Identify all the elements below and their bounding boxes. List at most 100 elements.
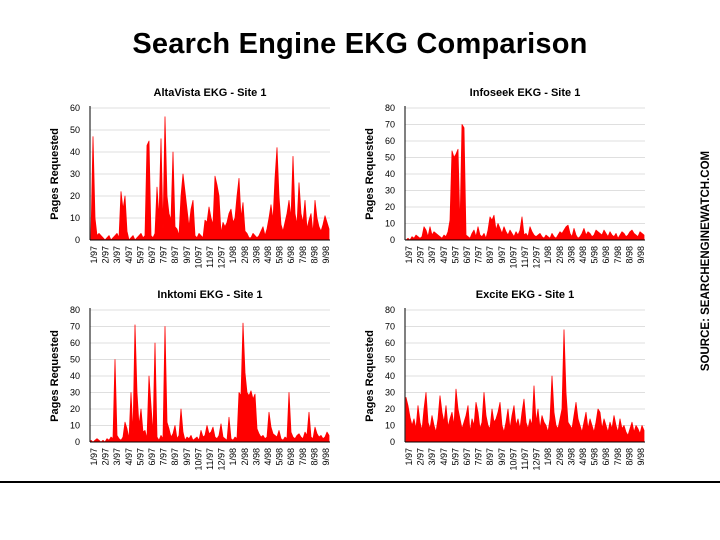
x-tick-label: 5/98 [275,246,285,264]
y-tick-label: 10 [385,219,395,229]
x-tick-label: 10/97 [193,448,203,471]
altavista-chart: AltaVista EKG - Site 1 Pages Requested 0 10… [49,87,331,269]
x-tick-label: 9/98 [636,246,646,264]
x-tick-label: 5/97 [450,448,460,466]
x-tick-label: 4/97 [124,246,134,264]
x-tick-label: 9/98 [636,448,646,466]
x-tick-label: 6/97 [147,448,157,466]
y-tick-label: 70 [70,322,80,332]
x-tick-label: 3/98 [251,246,261,264]
chart-title: Inktomi EKG - Site 1 [157,289,262,301]
x-tick-label: 7/97 [474,246,484,264]
x-tick-label: 7/98 [613,246,623,264]
x-tick-label: 2/97 [416,448,426,466]
y-tick-label: 0 [75,437,80,447]
x-tick-label: 1/98 [543,246,553,264]
x-tick-label: 11/97 [520,448,530,470]
chart-title: Excite EKG - Site 1 [476,289,574,301]
x-tick-label: 12/97 [217,246,227,269]
x-tick-label: 4/98 [263,448,273,466]
x-tick-label: 11/97 [205,246,215,268]
y-tick-label: 80 [70,305,80,315]
x-tick-label: 12/97 [532,246,542,269]
y-tick-label: 80 [385,103,395,113]
x-tick-label: 6/98 [286,448,296,466]
series-area [90,116,330,241]
excite-chart: Excite EKG - Site 1 Pages Requested 0 10 20 3… [364,289,646,471]
x-tick-label: 2/97 [101,448,111,466]
x-tick-label: 7/98 [613,448,623,466]
y-tick-label: 60 [70,338,80,348]
y-tick-label: 50 [385,153,395,163]
y-tick-label: 20 [70,404,80,414]
x-tick-label: 4/97 [439,246,449,264]
x-tick-label: 9/97 [182,448,192,466]
x-tick-label: 9/98 [321,448,331,466]
bottom-divider [0,481,720,483]
x-tick-label: 10/97 [193,246,203,269]
x-tick-label: 7/97 [474,448,484,466]
x-tick-label: 4/98 [263,246,273,264]
x-tick-label: 1/97 [404,448,414,466]
x-tick-label: 4/98 [578,246,588,264]
x-tick-label: 11/97 [520,246,530,268]
x-tick-label: 8/98 [309,246,319,264]
x-tick-label: 2/98 [240,448,250,466]
x-tick-label: 5/98 [590,448,600,466]
x-tick-label: 2/97 [101,246,111,264]
x-tick-label: 9/97 [497,246,507,264]
y-tick-label: 10 [70,213,80,223]
x-tick-label: 11/97 [205,448,215,470]
y-tick-label: 40 [70,147,80,157]
x-tick-label: 6/98 [601,246,611,264]
x-tick-label: 9/98 [321,246,331,264]
x-tick-label: 7/98 [298,246,308,264]
x-tick-label: 3/97 [427,246,437,264]
y-tick-label: 80 [385,305,395,315]
y-tick-label: 40 [385,371,395,381]
y-tick-label: 30 [385,388,395,398]
x-tick-label: 10/97 [508,246,518,269]
x-tick-label: 8/97 [485,448,495,466]
x-tick-label: 4/98 [578,448,588,466]
x-tick-label: 8/98 [309,448,319,466]
x-tick-label: 8/97 [170,448,180,466]
x-tick-label: 3/98 [251,448,261,466]
y-tick-label: 70 [385,322,395,332]
source-label: SOURCE: SEARCHENGINEWATCH.COM [700,150,712,372]
x-tick-label: 8/98 [624,448,634,466]
x-tick-label: 2/98 [240,246,250,264]
x-tick-label: 5/97 [135,448,145,466]
chart-title: Infoseek EKG - Site 1 [470,87,581,99]
y-axis-label: Pages Requested [49,128,61,220]
y-tick-label: 30 [70,169,80,179]
x-tick-label: 3/97 [427,448,437,466]
x-tick-label: 4/97 [439,448,449,466]
y-tick-label: 50 [70,355,80,365]
y-tick-label: 10 [70,421,80,431]
y-tick-label: 0 [390,437,395,447]
x-tick-label: 5/98 [590,246,600,264]
x-tick-label: 7/97 [159,448,169,466]
y-axis-label: Pages Requested [364,330,376,422]
y-axis-label: Pages Requested [49,330,61,422]
x-tick-label: 2/97 [416,246,426,264]
y-tick-label: 40 [70,371,80,381]
x-tick-label: 1/97 [404,246,414,264]
x-tick-label: 6/98 [286,246,296,264]
y-tick-label: 20 [385,404,395,414]
x-tick-label: 8/97 [485,246,495,264]
x-tick-label: 3/97 [112,448,122,466]
x-tick-label: 6/97 [462,448,472,466]
y-tick-label: 30 [70,388,80,398]
y-tick-label: 60 [385,338,395,348]
x-tick-label: 6/97 [462,246,472,264]
x-tick-label: 9/97 [182,246,192,264]
x-tick-label: 1/97 [89,448,99,466]
x-tick-label: 6/97 [147,246,157,264]
x-tick-label: 4/97 [124,448,134,466]
y-tick-label: 20 [385,202,395,212]
y-tick-label: 0 [390,235,395,245]
x-tick-label: 3/97 [112,246,122,264]
x-tick-label: 9/97 [497,448,507,466]
